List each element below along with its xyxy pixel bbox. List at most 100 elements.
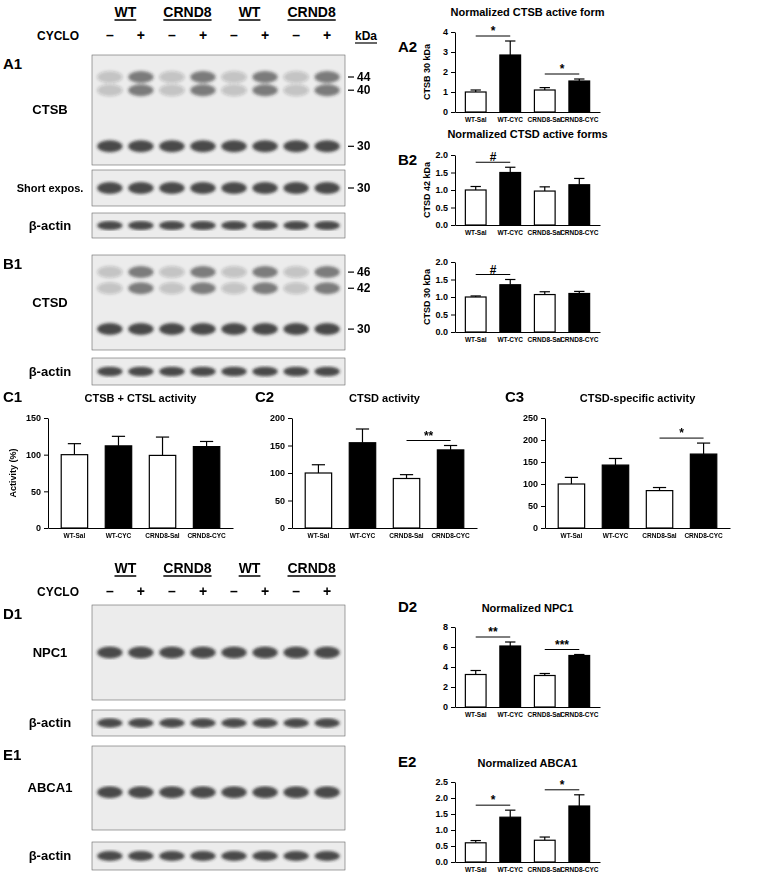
band xyxy=(159,221,184,230)
row-label: β-actin xyxy=(29,364,72,379)
band xyxy=(314,851,339,861)
error-cap xyxy=(505,279,515,280)
band xyxy=(159,786,184,798)
error-cap xyxy=(505,167,515,168)
significance-label: ** xyxy=(488,625,498,639)
x-tick: WT-CYC xyxy=(497,112,523,123)
y-tick-label: 2 xyxy=(443,682,448,692)
band xyxy=(97,282,122,294)
x-tick-label: CRND8-Sal xyxy=(528,336,563,343)
y-tick-label: 1.0 xyxy=(435,292,448,302)
x-tick-label: CRND8-CYC xyxy=(560,229,599,236)
y-tick-mark xyxy=(44,491,48,492)
x-tick: CRND8-CYC xyxy=(560,225,599,236)
x-axis-line xyxy=(293,528,478,529)
x-tick-label: CRND8-Sal xyxy=(528,229,563,236)
marks xyxy=(61,436,220,528)
y-axis-line xyxy=(48,419,49,529)
marker-dash xyxy=(348,90,354,91)
x-tick: CRND8-Sal xyxy=(528,707,563,718)
y-axis: 01234 xyxy=(443,27,456,117)
y-tick: 0 xyxy=(533,523,545,533)
y-tick-mark xyxy=(288,501,292,502)
band xyxy=(159,718,184,727)
group-label: CRND8 xyxy=(288,560,336,576)
band xyxy=(159,266,184,278)
x-tick-label: WT-Sal xyxy=(64,532,86,539)
x-axis-line xyxy=(49,528,234,529)
error-bar xyxy=(118,436,119,446)
marker-label: 30 xyxy=(357,322,371,336)
y-axis-title: CTSD 30 kDa xyxy=(422,268,432,325)
band xyxy=(283,323,308,335)
bar-chart: 02468WT-SalWT-CYCCRND8-SalCRND8-CYC***** xyxy=(443,622,601,718)
x-tick-label: WT-Sal xyxy=(465,336,487,343)
y-tick-mark xyxy=(288,446,292,447)
y-axis: 0.00.51.01.52.0 xyxy=(435,150,455,230)
chart-title: Normalized NPC1 xyxy=(482,602,574,614)
error-cap xyxy=(540,291,550,292)
y-tick: 100 xyxy=(523,479,545,489)
band xyxy=(283,266,308,278)
y-tick-mark xyxy=(451,667,455,668)
error-cap xyxy=(471,295,481,296)
bar xyxy=(534,676,555,708)
row-label: β-actin xyxy=(29,218,72,233)
x-tick: WT-CYC xyxy=(106,528,132,539)
y-tick-label: 100 xyxy=(270,468,285,478)
x-tick-label: CRND8-CYC xyxy=(431,532,470,539)
band xyxy=(190,718,215,727)
bar xyxy=(465,190,486,225)
band xyxy=(221,647,246,659)
band xyxy=(314,323,339,335)
y-tick: 150 xyxy=(270,441,292,451)
blot-frame xyxy=(92,55,345,165)
bar xyxy=(349,443,375,528)
lane-label: – xyxy=(168,583,176,599)
y-tick-label: 150 xyxy=(270,441,285,451)
y-tick-label: 2.0 xyxy=(435,150,448,160)
y-tick-mark xyxy=(541,462,545,463)
y-tick-label: 6 xyxy=(443,642,448,652)
lane-label: + xyxy=(137,27,145,43)
bar xyxy=(500,817,521,862)
marker-label: 46 xyxy=(357,265,371,279)
y-axis: 0.00.51.01.52.02.5 xyxy=(435,777,455,867)
y-tick: 1.0 xyxy=(435,825,455,835)
lane-label: + xyxy=(199,27,207,43)
band xyxy=(252,84,277,96)
y-tick: 2.0 xyxy=(435,793,455,803)
x-tick-label: WT-CYC xyxy=(497,336,523,343)
panel-label: C3 xyxy=(505,388,524,405)
y-tick-mark xyxy=(451,627,455,628)
y-tick-label: 0.0 xyxy=(435,857,448,867)
y-tick-label: 250 xyxy=(523,413,538,423)
x-tick: WT-Sal xyxy=(465,332,487,343)
row-label: CTSB xyxy=(32,102,67,117)
significance-label: * xyxy=(491,24,496,38)
lane-label: – xyxy=(106,27,114,43)
error-cap xyxy=(471,89,481,90)
y-tick-label: 0.0 xyxy=(435,220,448,230)
band xyxy=(190,71,215,83)
band xyxy=(221,221,246,230)
error-cap xyxy=(471,670,481,671)
x-axis: WT-SalWT-CYCCRND8-SalCRND8-CYC xyxy=(49,528,234,539)
band xyxy=(128,71,153,83)
error-cap xyxy=(540,836,550,837)
band xyxy=(314,647,339,659)
error-cap xyxy=(540,87,550,88)
panel-label: A1 xyxy=(3,55,22,72)
significance-label: # xyxy=(490,263,497,277)
y-tick-label: 2 xyxy=(443,67,448,77)
marker-dash xyxy=(348,187,354,188)
band xyxy=(159,140,184,152)
x-axis-line xyxy=(456,707,601,708)
band xyxy=(159,182,184,194)
y-tick-label: 0 xyxy=(443,107,448,117)
y-tick: 0 xyxy=(280,523,292,533)
x-tick: WT-Sal xyxy=(465,862,487,873)
marks xyxy=(465,167,589,225)
y-tick: 2.0 xyxy=(435,257,455,267)
underline xyxy=(114,19,136,21)
